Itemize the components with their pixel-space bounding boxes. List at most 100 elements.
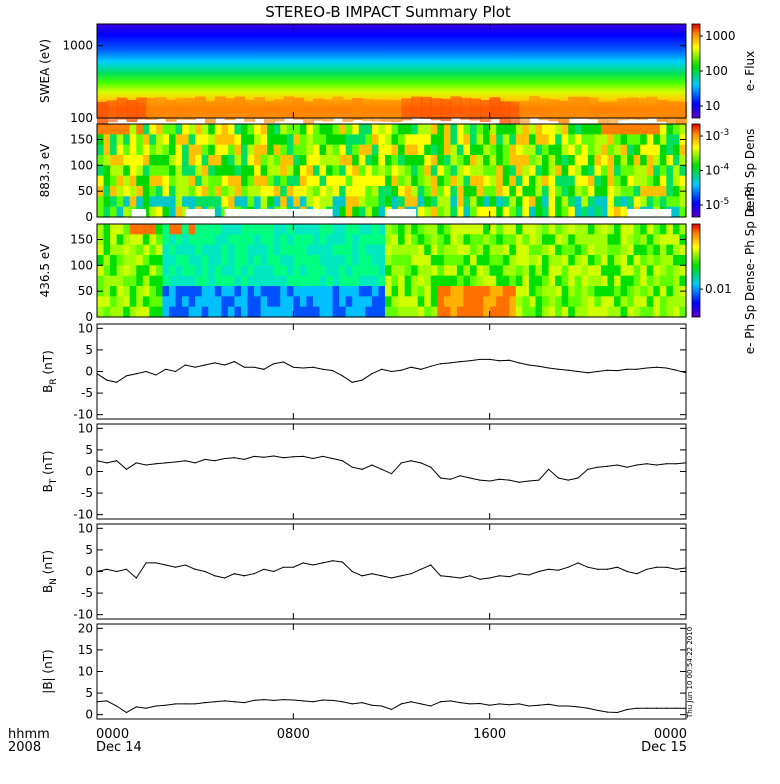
data-point <box>469 575 471 577</box>
spectrogram-cell <box>443 155 451 166</box>
x-tick-label: 0800 <box>277 727 310 742</box>
spectrogram-cell <box>489 124 497 135</box>
spectrogram-cell <box>345 165 353 177</box>
data-point <box>420 568 422 570</box>
data-point <box>233 701 236 703</box>
spectrogram-cell <box>110 244 118 256</box>
spectrogram-cell <box>182 124 190 135</box>
spectrogram-cell <box>391 286 399 297</box>
spectrogram-cell <box>522 186 530 197</box>
spectrogram-cell <box>528 275 537 287</box>
spectrogram-cell <box>679 165 687 177</box>
spectrogram-cell <box>620 165 628 177</box>
spectrogram-cell <box>358 165 366 177</box>
spectrogram-cell <box>339 306 347 318</box>
spectrogram-cell <box>627 244 635 256</box>
spectrogram-cell <box>129 196 137 208</box>
spectrogram-cell <box>502 265 510 277</box>
spectrogram-cell <box>424 186 432 197</box>
spectrogram-cell <box>136 234 144 246</box>
spectrogram-cell <box>384 155 393 166</box>
spectrogram-cell <box>273 144 281 156</box>
spectrogram-cell <box>528 124 537 135</box>
spectrogram-cell <box>227 196 236 208</box>
spectrogram-cell <box>378 175 386 187</box>
data-point <box>439 363 442 365</box>
data-point <box>390 708 393 711</box>
spectrogram-cell <box>476 175 484 187</box>
spectrogram-cell <box>437 296 445 308</box>
spectrogram-cell <box>306 306 314 318</box>
spectrogram-cell <box>214 244 222 256</box>
spectrogram-cell <box>391 165 399 177</box>
spectrogram-cell <box>535 134 543 146</box>
spectrogram-cell <box>188 255 196 266</box>
spectrogram-cell <box>417 134 425 146</box>
spectrogram-cell <box>600 196 609 208</box>
swea-cell <box>214 96 226 119</box>
spectrogram-cell <box>561 234 569 246</box>
spectrogram-cell <box>195 244 203 256</box>
spectrogram-cell <box>352 124 360 135</box>
spectrogram-cell <box>149 144 157 156</box>
spectrogram-cell <box>424 265 432 277</box>
spectrogram-cell <box>587 165 595 177</box>
spectrogram-cell <box>568 186 576 197</box>
spectrogram-cell <box>149 224 157 235</box>
spectrogram-cell <box>332 244 340 256</box>
spectrogram-cell <box>450 165 458 177</box>
spectrogram-cell <box>620 255 628 266</box>
spectrogram-cell <box>568 144 576 156</box>
spectrogram-cell <box>358 155 366 166</box>
spectrogram-cell <box>371 286 380 297</box>
spectrogram-cell <box>299 124 308 135</box>
spectrogram-cell <box>672 124 681 135</box>
spectrogram-cell <box>515 224 523 235</box>
spectrogram-cell <box>168 155 177 166</box>
spectrogram-cell <box>489 234 497 246</box>
swea-cell <box>548 99 560 122</box>
spectrogram-cell <box>463 286 471 297</box>
spectrogram-cell <box>404 244 412 256</box>
spectrogram-cell <box>424 144 432 156</box>
spectrogram-cell <box>365 155 373 166</box>
spectrogram-cell <box>496 196 504 208</box>
data-point <box>106 700 108 702</box>
spectrogram-cell <box>653 144 661 156</box>
spectrogram-cell <box>267 165 275 177</box>
spectrogram-cell <box>542 124 550 135</box>
spectrogram-cell <box>561 134 569 146</box>
spectrogram-cell <box>188 234 196 246</box>
swea-cell <box>676 101 687 124</box>
spectrogram-cell <box>345 124 353 135</box>
spectrogram-cell <box>542 196 550 208</box>
spectrogram-cell <box>653 286 661 297</box>
spectrogram-cell <box>646 165 654 177</box>
spectrogram-cell <box>561 124 569 135</box>
spectrogram-cell <box>633 255 641 266</box>
spectrogram-cell <box>666 165 674 177</box>
data-point <box>165 368 167 370</box>
spectrogram-cell <box>476 206 484 218</box>
spectrogram-cell <box>175 165 183 177</box>
spectrogram-cell <box>672 265 681 277</box>
data-point <box>430 564 432 566</box>
spectrogram-cell <box>659 275 667 287</box>
data-point <box>106 568 108 570</box>
spectrogram-cell <box>574 186 582 197</box>
spectrogram-cell <box>129 296 137 308</box>
data-point <box>665 707 667 709</box>
spectrogram-cell <box>587 124 595 135</box>
spectrogram-cell <box>188 296 196 308</box>
spectrogram-cell <box>515 255 523 266</box>
y-axis-label-subscript: T <box>49 478 59 485</box>
spectrogram-cell <box>286 165 294 177</box>
data-point <box>587 707 589 709</box>
spectrogram-cell <box>149 244 157 256</box>
spectrogram-cell <box>627 296 635 308</box>
spectrogram-cell <box>168 306 177 318</box>
y-tick-label: 50 <box>78 184 93 198</box>
spectrogram-cell <box>306 275 314 287</box>
spectrogram-cell <box>398 306 406 318</box>
swea-cell <box>568 96 580 119</box>
